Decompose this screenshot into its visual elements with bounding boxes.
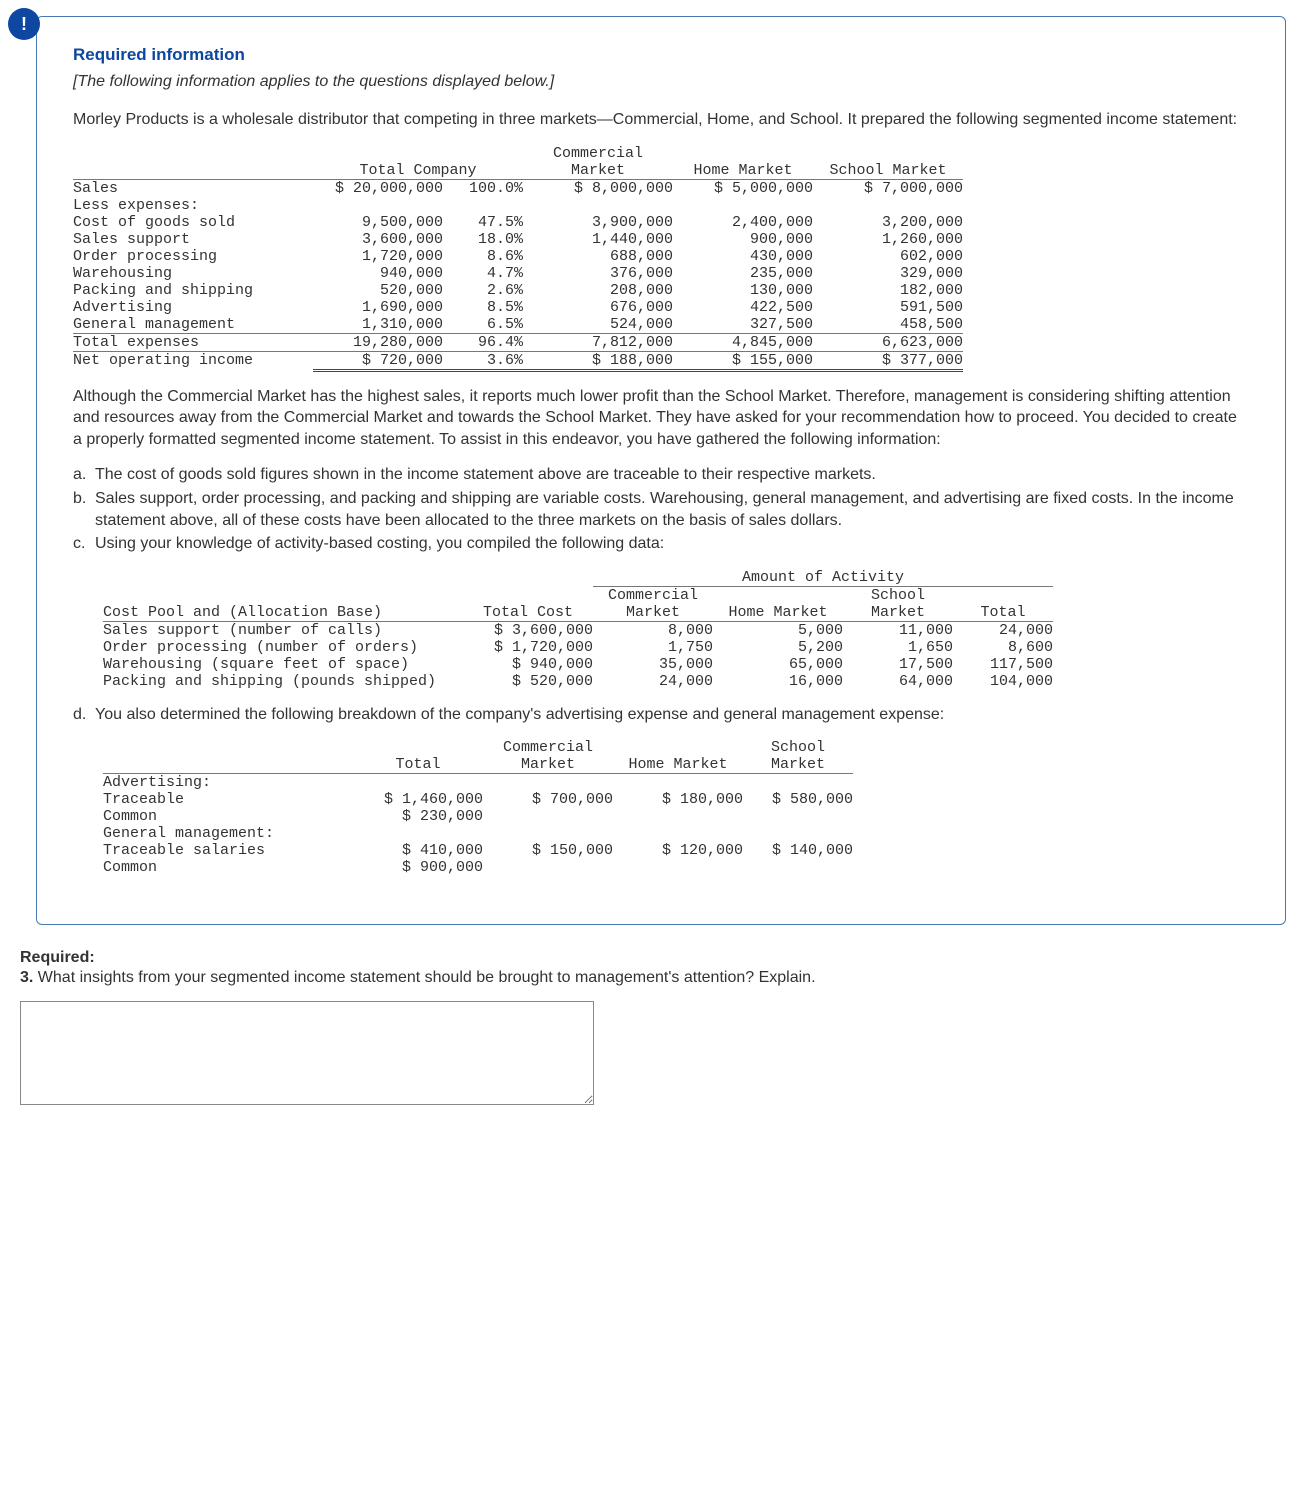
table-row: Packing and shipping (pounds shipped)$ 5… <box>103 673 1053 690</box>
intro-paragraph: Morley Products is a wholesale distribut… <box>73 109 1249 131</box>
list-letter: c. <box>73 533 95 555</box>
required-label: Required: <box>20 949 1286 967</box>
col-school-market: School Market <box>813 162 963 180</box>
table-row: Sales support (number of calls)$ 3,600,0… <box>103 621 1053 639</box>
list-letter: d. <box>73 704 95 726</box>
col-total: Total <box>953 604 1053 622</box>
activity-span-header: Amount of Activity <box>593 569 1053 587</box>
list-letter: a. <box>73 464 95 486</box>
col-total: Total <box>353 756 483 774</box>
required-information-panel: Required information [The following info… <box>36 16 1286 925</box>
list-text: The cost of goods sold figures shown in … <box>95 464 876 486</box>
table-row: Cost of goods sold9,500,00047.5%3,900,00… <box>73 214 963 231</box>
col-home-market: Home Market <box>673 162 813 180</box>
col-commercial-market: Market <box>523 162 673 180</box>
table-row: Advertising: <box>103 774 853 792</box>
table-row: Traceable salaries$ 410,000$ 150,000$ 12… <box>103 842 853 859</box>
analysis-paragraph: Although the Commercial Market has the h… <box>73 386 1249 451</box>
table-row: General management1,310,0006.5%524,00032… <box>73 316 963 334</box>
col-commercial: Commercial <box>523 145 673 162</box>
table-row: Sales $ 20,000,000 100.0% $ 8,000,000 $ … <box>73 179 963 197</box>
list-text: Sales support, order processing, and pac… <box>95 488 1249 531</box>
table-row: Order processing (number of orders)$ 1,7… <box>103 639 1053 656</box>
answer-textarea[interactable] <box>20 1001 594 1105</box>
list-text: Using your knowledge of activity-based c… <box>95 533 664 555</box>
table-row: Traceable$ 1,460,000$ 700,000$ 180,000$ … <box>103 791 853 808</box>
table-row: General management: <box>103 825 853 842</box>
col-total-company: Total Company <box>313 162 523 180</box>
list-text: You also determined the following breakd… <box>95 704 944 726</box>
col-home-market: Home Market <box>613 756 743 774</box>
required-section: Required: 3. What insights from your seg… <box>20 949 1286 1105</box>
table-row: Advertising1,690,0008.5%676,000422,50059… <box>73 299 963 316</box>
col-home-market: Home Market <box>713 604 843 622</box>
activity-data-table: Amount of Activity Commercial School Cos… <box>103 569 1053 690</box>
income-statement-table: Commercial Total Company Market Home Mar… <box>73 145 963 372</box>
info-list: a.The cost of goods sold figures shown i… <box>73 464 1249 554</box>
applies-note: [The following information applies to th… <box>73 73 1249 91</box>
question-text: 3. What insights from your segmented inc… <box>20 969 1286 987</box>
list-letter: b. <box>73 488 95 531</box>
info-badge-icon: ! <box>8 8 40 40</box>
table-row: Total expenses19,280,00096.4%7,812,0004,… <box>73 333 963 351</box>
table-row: Packing and shipping520,0002.6%208,00013… <box>73 282 963 299</box>
table-row: Net operating income $ 720,000 3.6% $ 18… <box>73 351 963 370</box>
table-row: Order processing1,720,0008.6%688,000430,… <box>73 248 963 265</box>
breakdown-table: Commercial School Total Market Home Mark… <box>103 739 853 876</box>
table-row: Less expenses: <box>73 197 963 214</box>
info-list-d: d.You also determined the following brea… <box>73 704 1249 726</box>
table-row: Common$ 230,000 <box>103 808 853 825</box>
table-row: Common$ 900,000 <box>103 859 853 876</box>
required-info-heading: Required information <box>73 45 1249 65</box>
col-commercial-market: Market <box>593 604 713 622</box>
table-row: Warehousing940,0004.7%376,000235,000329,… <box>73 265 963 282</box>
table-row: Warehousing (square feet of space)$ 940,… <box>103 656 1053 673</box>
col-cost-pool: Cost Pool and (Allocation Base) <box>103 604 463 622</box>
col-school-market: Market <box>743 756 853 774</box>
col-total-cost: Total Cost <box>463 604 593 622</box>
col-commercial-market: Market <box>483 756 613 774</box>
col-school-market: Market <box>843 604 953 622</box>
table-row: Sales support3,600,00018.0%1,440,000900,… <box>73 231 963 248</box>
